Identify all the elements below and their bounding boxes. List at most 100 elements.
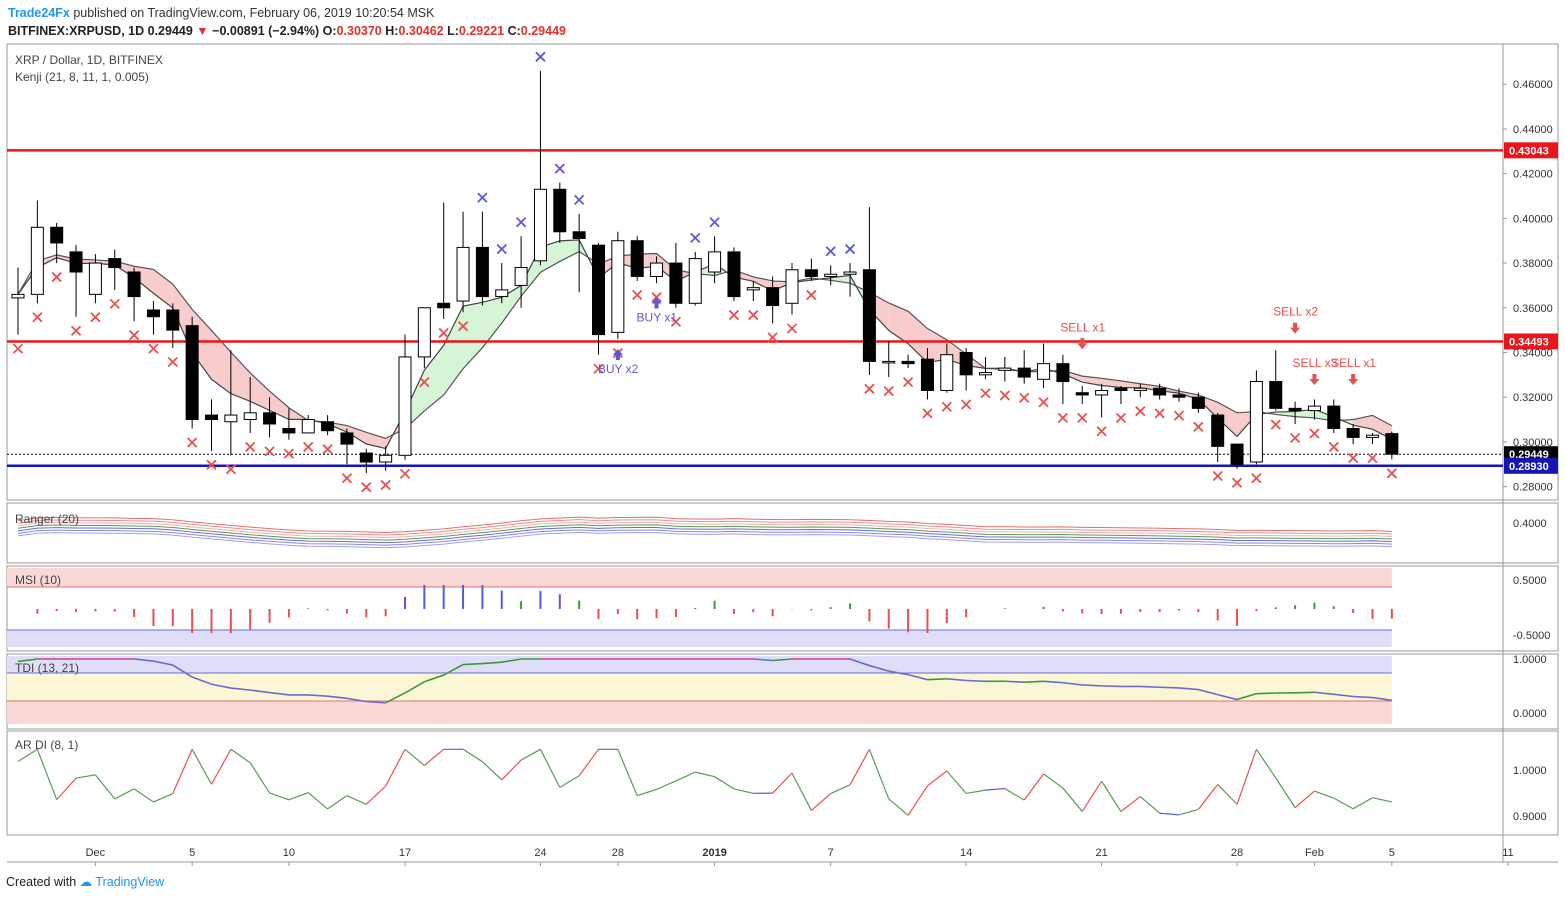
sell-cross-marker bbox=[999, 390, 1010, 401]
tdi-line-segment bbox=[191, 676, 212, 685]
tdi-line-segment bbox=[172, 664, 193, 678]
price-tick-label: 0.38000 bbox=[1513, 258, 1553, 270]
tdi-line-segment bbox=[230, 687, 251, 691]
candle-body bbox=[746, 287, 760, 291]
ardi-line-segment bbox=[1275, 777, 1296, 808]
tradingview-link[interactable]: TradingView bbox=[95, 875, 165, 889]
candle-body bbox=[804, 269, 818, 277]
buy-cross-marker bbox=[690, 232, 701, 244]
candle-body bbox=[495, 289, 509, 298]
main-pane-title: XRP / Dollar, 1D, BITFINEX bbox=[15, 53, 163, 67]
ardi-line-segment bbox=[1333, 797, 1354, 810]
resistance-mid-price-label: 0.34493 bbox=[1509, 336, 1549, 348]
candle-body bbox=[1075, 392, 1089, 396]
sell-cross-marker bbox=[1289, 432, 1301, 444]
sell-cross-marker bbox=[1193, 421, 1204, 432]
tdi-line-segment bbox=[501, 658, 522, 663]
buy-signal-label: BUY x1 bbox=[637, 311, 678, 325]
tdi-line-segment bbox=[17, 658, 38, 663]
candle-body bbox=[959, 351, 973, 376]
tdi-line-segment bbox=[404, 681, 425, 694]
ardi-line-segment bbox=[191, 749, 213, 785]
candle-body bbox=[1114, 387, 1128, 391]
ardi-pane-frame bbox=[6, 730, 1559, 836]
sell-cross-marker bbox=[806, 289, 817, 301]
tdi-line-segment bbox=[1024, 680, 1044, 683]
sell-cross-marker bbox=[32, 312, 43, 323]
sell-cross-marker bbox=[1348, 452, 1359, 464]
sell-cross-marker bbox=[1077, 412, 1088, 424]
candle-body bbox=[321, 421, 335, 432]
ardi-line-segment bbox=[365, 785, 387, 805]
candle-body bbox=[11, 293, 25, 299]
tdi-line-segment bbox=[1314, 691, 1334, 696]
msi-label[interactable]: MSI (10) bbox=[15, 573, 62, 587]
sell-signal-label: SELL x2 bbox=[1273, 305, 1318, 319]
candle-body bbox=[379, 454, 393, 463]
sell-cross-marker bbox=[1251, 473, 1262, 484]
tdi-lower-zone bbox=[7, 701, 1392, 724]
candle-body bbox=[1346, 427, 1360, 438]
tdi-line-segment bbox=[1333, 693, 1354, 698]
sell-cross-marker bbox=[1154, 408, 1165, 419]
sell-cross-marker bbox=[864, 383, 875, 394]
time-tick-label: 10 bbox=[283, 847, 295, 859]
ardi-line-segment bbox=[1023, 773, 1045, 801]
time-tick-label: 21 bbox=[1095, 847, 1107, 859]
sell-cross-marker bbox=[283, 448, 295, 459]
sell-cross-marker bbox=[961, 399, 972, 410]
tdi-line-segment bbox=[1004, 680, 1025, 683]
candle-body bbox=[708, 251, 722, 273]
kenji-indicator-label[interactable]: Kenji (21, 8, 11, 1, 0.005) bbox=[15, 70, 149, 84]
candle-body bbox=[185, 325, 199, 421]
ardi-line-segment bbox=[656, 780, 677, 790]
msi-lower-zone bbox=[7, 630, 1392, 647]
sell-cross-marker bbox=[767, 332, 778, 343]
sell-cross-marker bbox=[922, 408, 933, 419]
sell-signal-label: SELL x1 bbox=[1060, 320, 1105, 334]
tdi-line-segment bbox=[1140, 685, 1160, 689]
candle-body bbox=[359, 452, 373, 463]
ardi-line-segment bbox=[133, 788, 154, 803]
ardi-line-segment bbox=[1217, 784, 1238, 805]
sell-cross-marker bbox=[51, 271, 62, 283]
candle-body bbox=[688, 258, 702, 304]
tdi-line-segment bbox=[1043, 680, 1063, 684]
candle-body bbox=[1211, 414, 1225, 447]
candle-body bbox=[340, 432, 354, 445]
ardi-line-segment bbox=[675, 771, 696, 782]
candle-body bbox=[282, 427, 296, 434]
candle-body bbox=[824, 273, 838, 277]
tdi-line-segment bbox=[211, 683, 232, 689]
buy-cross-marker bbox=[554, 163, 565, 174]
ardi-line-segment bbox=[927, 770, 948, 787]
sell-cross-marker bbox=[1096, 426, 1107, 437]
ardi-line-segment bbox=[462, 748, 483, 763]
sell-cross-marker bbox=[1309, 428, 1320, 439]
tdi-line-segment bbox=[1101, 685, 1121, 688]
buy-cross-marker bbox=[709, 217, 720, 228]
resistance-high-label-box bbox=[1504, 142, 1558, 159]
ardi-line-segment bbox=[327, 795, 348, 810]
ranger-label[interactable]: Ranger (20) bbox=[15, 512, 80, 526]
candle-body bbox=[785, 269, 799, 304]
sell-cross-marker bbox=[1328, 441, 1339, 453]
tdi-label[interactable]: TDI (13, 21) bbox=[15, 661, 80, 675]
ardi-line-segment bbox=[868, 749, 890, 800]
ardi-label[interactable]: AR DI (8, 1) bbox=[15, 738, 79, 752]
ardi-line-segment bbox=[520, 748, 541, 761]
publisher-name[interactable]: Trade24Fx bbox=[8, 6, 70, 20]
tdi-line-segment bbox=[327, 695, 348, 700]
support-price-label: 0.28930 bbox=[1509, 461, 1549, 473]
ardi-line-segment bbox=[1120, 796, 1141, 813]
ardi-line-segment bbox=[1255, 748, 1277, 779]
time-tick-label: Feb bbox=[1305, 847, 1324, 859]
candle-body bbox=[1366, 434, 1379, 438]
ardi-line-segment bbox=[888, 798, 909, 816]
ardi-line-segment bbox=[1004, 788, 1025, 801]
sell-cross-marker bbox=[245, 441, 256, 453]
tdi-line-segment bbox=[1159, 686, 1180, 689]
sell-cross-marker bbox=[883, 385, 894, 397]
sell-cross-marker bbox=[341, 473, 353, 484]
